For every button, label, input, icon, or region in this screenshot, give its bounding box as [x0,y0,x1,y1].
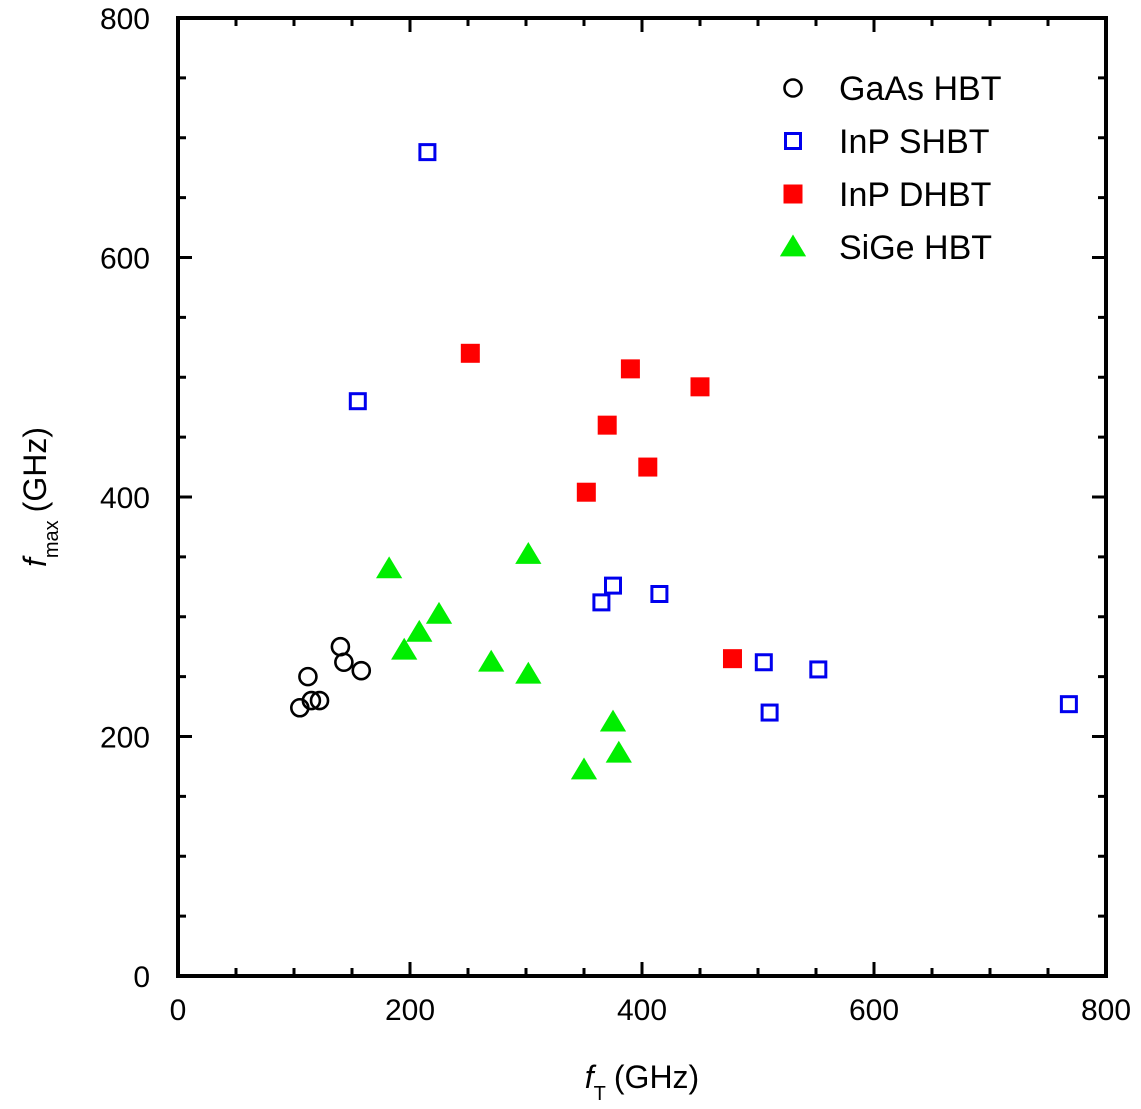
data-point [760,703,779,722]
data-point [406,619,433,642]
data-point [298,666,318,687]
data-point [754,653,773,672]
series-inp-shbt [348,143,1078,722]
plot-frame [176,16,1108,978]
y-tick-label: 800 [100,3,150,36]
data-point [599,709,627,732]
x-axis-unit: (GHz) [614,1059,699,1095]
legend-marker [779,234,807,257]
legend-marker [783,78,803,98]
data-point [597,415,617,435]
data-point [576,482,596,502]
y-axis-subscript: max [41,520,63,558]
data-point [334,652,354,673]
legend-marker [784,132,802,150]
tick-labels: 0 200 400 600 800 0 200 400 600 800 [100,3,1131,1027]
legend-label: SiGe HBT [839,229,992,267]
data-marks [289,143,1078,780]
axis-ticks [176,16,1108,978]
y-tick-label: 400 [100,482,150,515]
legend-label: InP DHBT [839,176,991,214]
x-tick-label: 800 [1081,994,1131,1027]
data-point [592,593,611,612]
data-point [638,457,658,477]
data-point [460,343,480,363]
legend-label: GaAs HBT [839,70,1001,108]
y-tick-label: 0 [133,961,150,994]
data-point [351,660,372,681]
x-tick-label: 400 [617,994,667,1027]
data-point [478,649,505,672]
data-point [1059,695,1078,714]
y-tick-label: 600 [100,243,150,276]
x-axis-subscript: T [594,1083,606,1104]
x-axis-label: fT (GHz) [585,1059,699,1104]
x-tick-label: 0 [170,994,187,1027]
series-sige-hbt [375,541,632,780]
legend-item-inp-dhbt: InP DHBT [783,176,991,214]
data-point [418,143,437,162]
data-point [605,740,632,763]
data-point [309,690,330,711]
x-tick-label: 600 [849,994,899,1027]
data-point [391,637,418,660]
data-point [722,649,742,669]
legend-item-gaas-hbt: GaAs HBT [783,70,1001,108]
data-point [375,556,403,579]
data-point [650,584,669,603]
data-point [690,377,710,397]
legend-marker [783,184,803,204]
series-inp-dhbt [460,343,742,669]
legend-item-sige-hbt: SiGe HBT [779,229,992,267]
data-point [620,359,640,379]
data-point [301,690,322,711]
legend-label: InP SHBT [839,123,990,161]
y-tick-label: 200 [100,722,150,755]
y-axis-label: fmax(GHz) [17,427,63,567]
legend-item-inp-shbt: InP SHBT [784,123,990,161]
data-point [515,541,542,564]
data-point [809,660,828,679]
series-gaas-hbt [289,636,372,718]
y-axis-unit: (GHz) [17,427,53,512]
data-point [604,576,622,595]
x-tick-label: 200 [385,994,435,1027]
data-point [425,601,453,624]
data-point [330,636,351,657]
data-point [348,392,367,411]
data-point [515,661,542,684]
data-point [570,757,598,780]
legend: GaAs HBT InP SHBT InP DHBT SiGe HBT [779,70,1001,267]
